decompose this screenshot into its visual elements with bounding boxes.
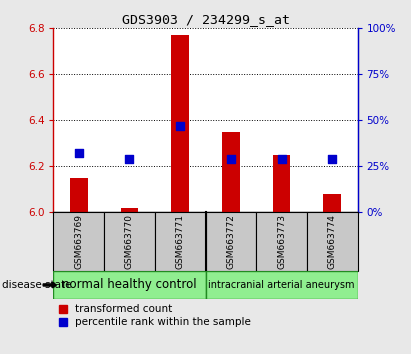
Bar — [256, 212, 307, 271]
Text: GSM663769: GSM663769 — [74, 214, 83, 269]
Text: GSM663773: GSM663773 — [277, 214, 286, 269]
Text: GSM663771: GSM663771 — [175, 214, 185, 269]
Bar — [155, 212, 206, 271]
Bar — [120, 208, 139, 212]
Text: GSM663772: GSM663772 — [226, 214, 236, 269]
Point — [76, 151, 82, 156]
Bar — [206, 212, 256, 271]
Bar — [171, 35, 189, 212]
Bar — [323, 194, 341, 212]
Bar — [222, 132, 240, 212]
Bar — [53, 212, 104, 271]
Text: disease state: disease state — [2, 280, 72, 290]
Text: intracranial arterial aneurysm: intracranial arterial aneurysm — [208, 280, 355, 290]
Point — [126, 156, 133, 162]
Bar — [53, 271, 206, 299]
Legend: transformed count, percentile rank within the sample: transformed count, percentile rank withi… — [59, 304, 251, 327]
Bar — [272, 155, 291, 212]
Point — [278, 156, 285, 162]
Bar — [70, 178, 88, 212]
Point — [177, 123, 183, 129]
Point — [329, 156, 335, 162]
Point — [228, 156, 234, 162]
Text: normal healthy control: normal healthy control — [62, 279, 197, 291]
Text: GSM663770: GSM663770 — [125, 214, 134, 269]
Text: GSM663774: GSM663774 — [328, 214, 337, 269]
Bar — [206, 271, 358, 299]
Title: GDS3903 / 234299_s_at: GDS3903 / 234299_s_at — [122, 13, 289, 26]
Bar — [307, 212, 358, 271]
Bar — [104, 212, 155, 271]
